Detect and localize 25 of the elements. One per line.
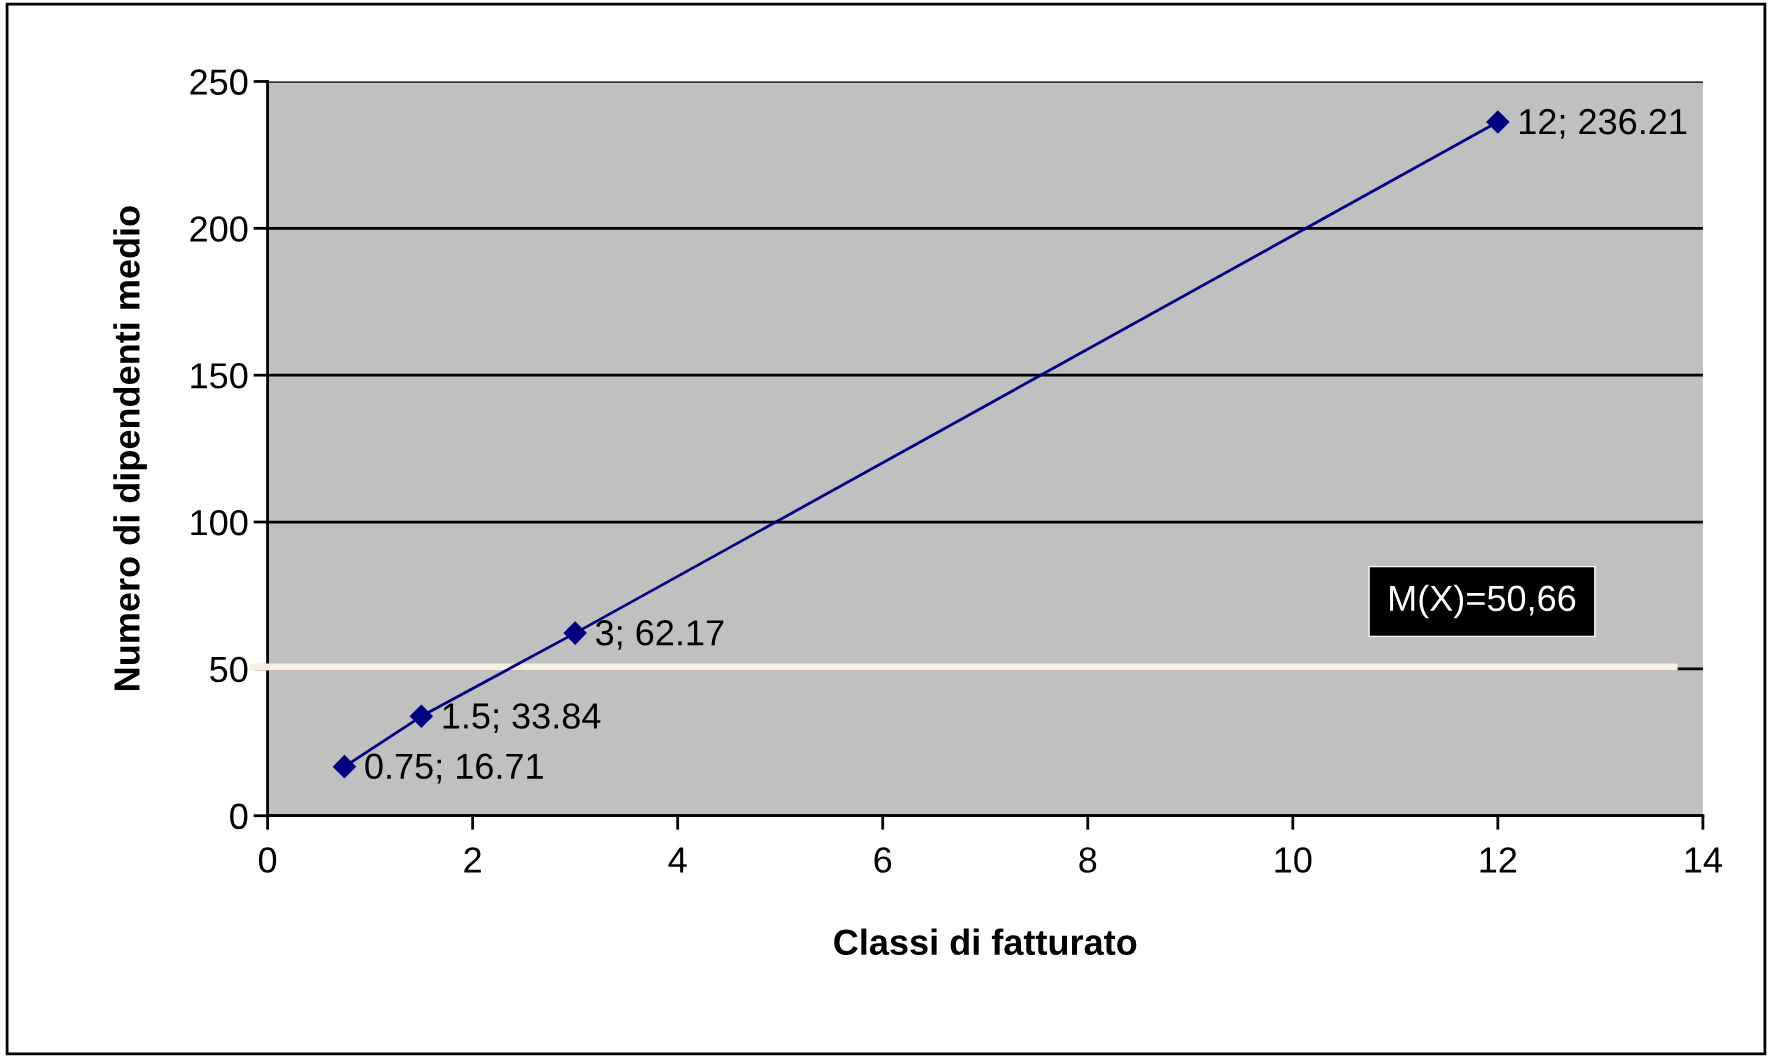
y-tick-label: 200: [190, 216, 248, 242]
ref-line-label: M(X)=50,66: [1390, 584, 1576, 619]
point: [409, 704, 433, 728]
y-tick-label: 150: [191, 363, 248, 389]
x-tick-label: 6: [874, 847, 892, 873]
y-tick-label: 250: [190, 69, 248, 95]
y-tick-label: 0: [230, 803, 248, 830]
x-tick-label: 10: [1275, 847, 1312, 873]
y-tick-label: 50: [210, 656, 248, 683]
point: [1486, 110, 1510, 134]
x-tick-label: 4: [668, 847, 687, 873]
x-tick-label: 0: [258, 847, 277, 873]
x-tick-label: 12: [1480, 847, 1517, 873]
y-axis-title: Numero di dipendenti medio: [113, 206, 147, 690]
x-tick-label: 2: [464, 847, 481, 873]
data-label: 1.5; 33.84: [443, 703, 601, 734]
data-label: 12; 236.21: [1520, 108, 1687, 139]
x-tick-label: 14: [1685, 847, 1722, 873]
x-axis-title: Classi di fatturato: [834, 928, 1137, 956]
data-label: 0.75; 16.71: [365, 753, 543, 784]
y-tick-label: 100: [191, 509, 248, 536]
point: [563, 621, 587, 645]
data-label: 3; 62.17: [595, 620, 724, 650]
x-tick-label: 8: [1079, 847, 1097, 873]
point: [332, 755, 356, 779]
